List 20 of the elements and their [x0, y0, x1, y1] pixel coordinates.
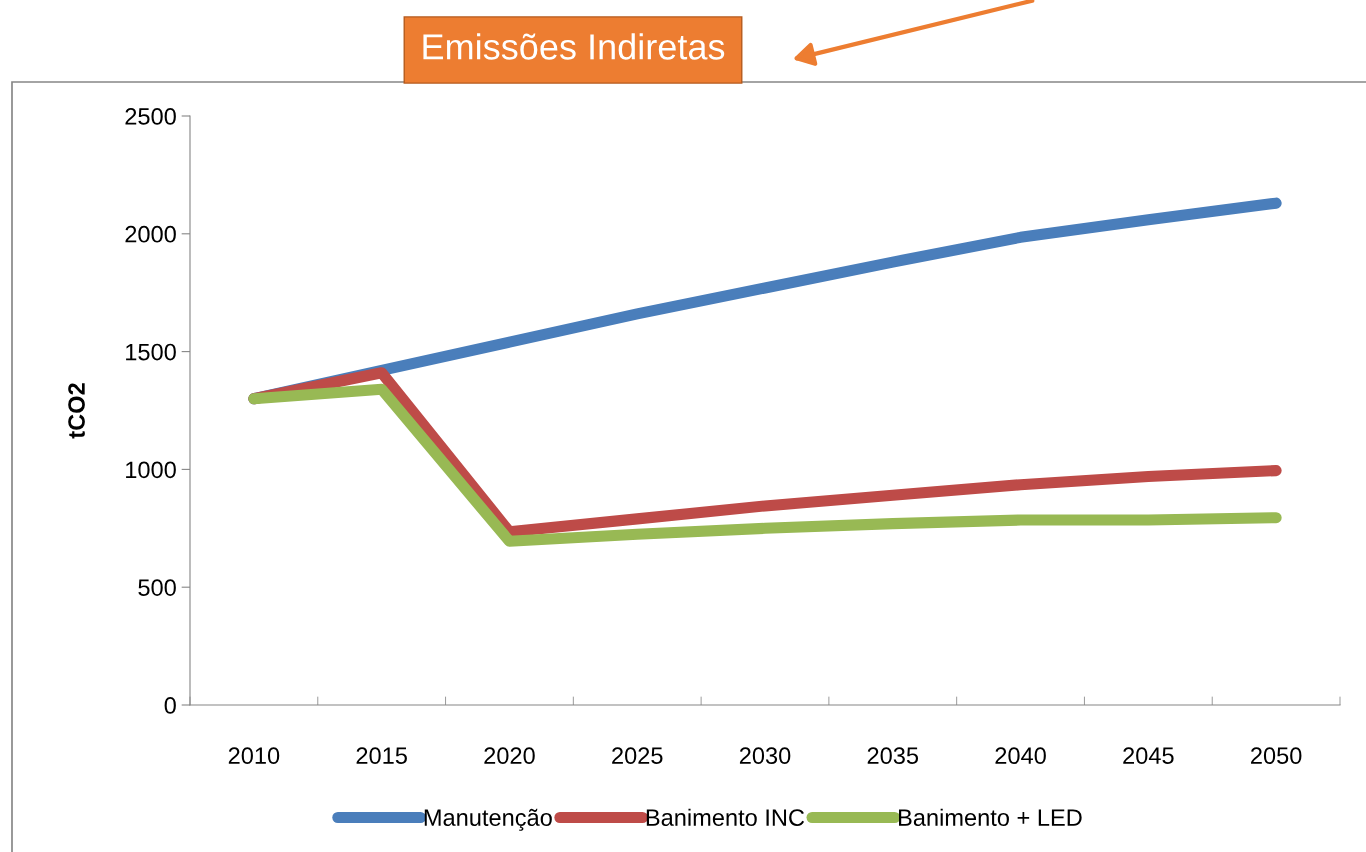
y-tick-label: 2000 [125, 225, 176, 243]
x-tick-label: 2040 [995, 747, 1046, 765]
y-tick-label: 0 [164, 697, 176, 714]
x-tick-label: 2050 [1251, 747, 1302, 765]
x-tick-label: 2025 [612, 747, 663, 765]
y-tick-label: 1500 [126, 343, 176, 361]
x-tick-label: 2020 [484, 747, 535, 765]
x-tick-label: 2010 [228, 747, 280, 765]
x-tick-label: 2035 [867, 747, 919, 765]
legend-label: Banimento INC [646, 808, 805, 826]
x-tick-label: 2015 [356, 747, 407, 765]
y-tick-label: 500 [138, 579, 176, 596]
x-tick-label: 2045 [1123, 747, 1174, 765]
y-tick-label: 2500 [125, 108, 176, 125]
x-tick-label: 2030 [739, 747, 791, 765]
chart-title: Emissões Indiretas [423, 33, 725, 60]
y-tick-label: 1000 [126, 461, 176, 479]
legend-label: Banimento + LED [899, 808, 1082, 826]
legend-label: Manutenção [424, 808, 552, 831]
y-axis-title: tCO2 [68, 383, 85, 439]
